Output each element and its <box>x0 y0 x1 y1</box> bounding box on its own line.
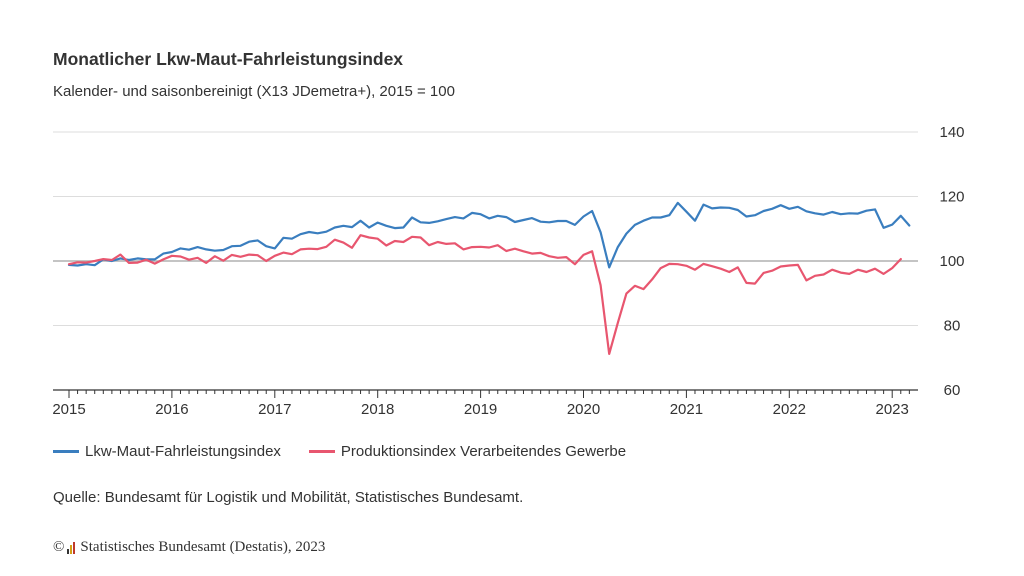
gridlines <box>53 131 918 326</box>
destatis-logo-icon <box>67 541 76 554</box>
axes: 60 80 100 120 140 2015 2016 2017 2018 2019 2020 202… <box>52 124 964 418</box>
legend-label-series-1: Lkw-Maut-Fahrleistungsindex <box>85 443 281 460</box>
x-tick-label-2018: 2018 <box>361 401 394 418</box>
x-tick-label-2015: 2015 <box>52 401 85 418</box>
series-lines <box>67 201 911 355</box>
legend-item-series-1: Lkw-Maut-Fahrleistungsindex <box>53 443 281 460</box>
copyright-symbol: © <box>53 539 65 555</box>
legend-label-series-2: Produktionsindex Verarbeitendes Gewerbe <box>340 443 627 460</box>
copyright-text: Statistisches Bundesamt (Destatis), 2023 <box>80 539 326 555</box>
x-tick-label-2017: 2017 <box>258 401 291 418</box>
x-tick-label-2021: 2021 <box>670 401 703 418</box>
y-tick-label-80: 80 <box>944 318 961 335</box>
x-tick-label-2016: 2016 <box>155 401 188 418</box>
y-tick-label-60: 60 <box>944 382 961 399</box>
line-chart: 60 80 100 120 140 2015 2016 2017 2018 2019 2020 202… <box>52 124 964 418</box>
x-tick-label-2022: 2022 <box>773 401 806 418</box>
y-tick-label-140: 140 <box>939 124 964 141</box>
source-note: Quelle: Bundesamt für Logistik und Mobil… <box>53 489 524 506</box>
legend: Lkw-Maut-Fahrleistungsindex Produktionsi… <box>53 443 654 460</box>
chart-title: Monatlicher Lkw-Maut-Fahrleistungsindex <box>53 49 404 69</box>
x-tick-label-2019: 2019 <box>464 401 497 418</box>
y-tick-label-100: 100 <box>939 253 964 270</box>
legend-item-series-2: Produktionsindex Verarbeitendes Gewerbe <box>308 443 627 460</box>
copyright-line: © Statistisches Bundesamt (Destatis), 20… <box>53 539 325 556</box>
chart-subtitle: Kalender- und saisonbereinigt (X13 JDeme… <box>53 83 455 100</box>
series-line-2 <box>67 234 902 355</box>
y-tick-label-120: 120 <box>939 189 964 206</box>
legend-swatch-series-2 <box>308 450 335 453</box>
x-tick-label-2023: 2023 <box>876 401 909 418</box>
x-tick-label-2020: 2020 <box>567 401 600 418</box>
legend-swatch-series-1 <box>53 450 79 453</box>
series-line-1 <box>67 201 911 269</box>
